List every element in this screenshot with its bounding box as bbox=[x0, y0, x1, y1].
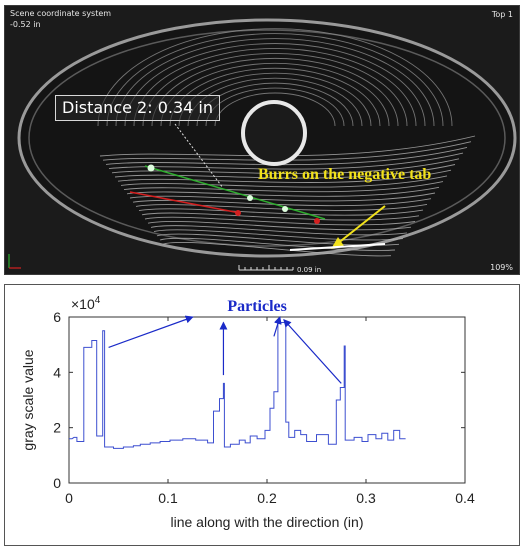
electrode-layer bbox=[124, 43, 426, 127]
scale-bar-label: 0.09 in bbox=[297, 266, 322, 274]
electrode-layer bbox=[132, 198, 432, 207]
gray-scale-chart: 0 0.1 0.2 0.3 0.4 0 2 4 6 ×104 line along with the… bbox=[4, 284, 520, 546]
electrode-layer bbox=[150, 225, 408, 236]
electrode-layer bbox=[141, 212, 420, 221]
burr-annotation-label: Burrs on the negative tab bbox=[258, 166, 432, 183]
electrode-layer bbox=[214, 92, 336, 127]
particles-annotation: Particles bbox=[227, 298, 287, 315]
x-tick-label: 0.3 bbox=[356, 490, 376, 506]
electrode-layer bbox=[114, 164, 456, 179]
chart-canvas: 0 0.1 0.2 0.3 0.4 0 2 4 6 ×104 line along with the… bbox=[20, 295, 475, 530]
y-tick-label: 6 bbox=[53, 309, 61, 325]
ct-scan-viewer[interactable]: Scene coordinate system -0.52 in Top 1 1… bbox=[4, 5, 520, 275]
gray-scale-series-line bbox=[69, 322, 406, 449]
y-axis-title: gray scale value bbox=[20, 349, 36, 450]
electrode-layer bbox=[159, 237, 396, 251]
burr-arrow bbox=[336, 205, 386, 245]
electrode-layer bbox=[126, 186, 440, 197]
electrode-layer bbox=[97, 28, 453, 127]
measure-leader-line bbox=[174, 123, 224, 189]
x-tick-label: 0.1 bbox=[158, 490, 178, 506]
distance-measurement-label[interactable]: Distance 2: 0.34 in bbox=[55, 95, 220, 121]
x-tick-label: 0.4 bbox=[455, 490, 475, 506]
measure-endpoint[interactable] bbox=[147, 164, 155, 172]
electrode-layer bbox=[106, 33, 444, 127]
y-tick-label: 0 bbox=[53, 475, 61, 491]
x-tick-label: 0 bbox=[65, 490, 73, 506]
y-exponent-label: ×104 bbox=[71, 295, 101, 312]
electrode-layer bbox=[133, 48, 417, 127]
electrode-layer bbox=[142, 52, 408, 127]
electrode-layer bbox=[115, 38, 435, 127]
electrode-layer bbox=[153, 229, 404, 241]
electrode-layers bbox=[97, 28, 476, 257]
view-name-label: Top 1 bbox=[491, 10, 513, 19]
measure-point bbox=[282, 206, 288, 212]
profile-line[interactable] bbox=[129, 191, 241, 214]
ct-scan-image bbox=[8, 18, 517, 271]
particle-arrow bbox=[108, 315, 194, 348]
electrode-layer bbox=[138, 208, 424, 216]
zoom-level-label: 109% bbox=[490, 263, 513, 272]
y-exponent-power: 4 bbox=[95, 295, 101, 306]
electrode-layer bbox=[111, 158, 460, 174]
plot-area-frame bbox=[68, 316, 466, 484]
scale-bar bbox=[238, 265, 294, 271]
x-tick-label: 0.2 bbox=[257, 490, 277, 506]
electrode-layer bbox=[162, 242, 392, 257]
coord-value: -0.52 in bbox=[10, 20, 41, 29]
electrode-layer bbox=[147, 220, 412, 231]
negative-tab bbox=[289, 243, 386, 251]
electrode-layer bbox=[108, 152, 464, 170]
profile-marker bbox=[314, 218, 320, 224]
particle-arrow bbox=[273, 316, 282, 337]
particle-arrow bbox=[283, 319, 342, 384]
electrode-layer bbox=[135, 203, 428, 211]
y-tick-label: 4 bbox=[53, 364, 61, 380]
x-axis-title: line along with the direction (in) bbox=[171, 514, 364, 530]
measure-point bbox=[247, 195, 253, 201]
cell-inner-wall bbox=[28, 29, 506, 247]
distance-measure-line[interactable] bbox=[144, 165, 326, 220]
coord-system-label: Scene coordinate system bbox=[10, 9, 112, 18]
electrode-layer bbox=[144, 216, 416, 226]
profile-marker bbox=[235, 210, 241, 216]
electrode-layer bbox=[117, 169, 452, 183]
electrode-layer bbox=[120, 175, 448, 188]
center-mandrel bbox=[241, 100, 307, 166]
y-tick-label: 2 bbox=[53, 420, 61, 436]
electrode-layer bbox=[123, 181, 444, 193]
